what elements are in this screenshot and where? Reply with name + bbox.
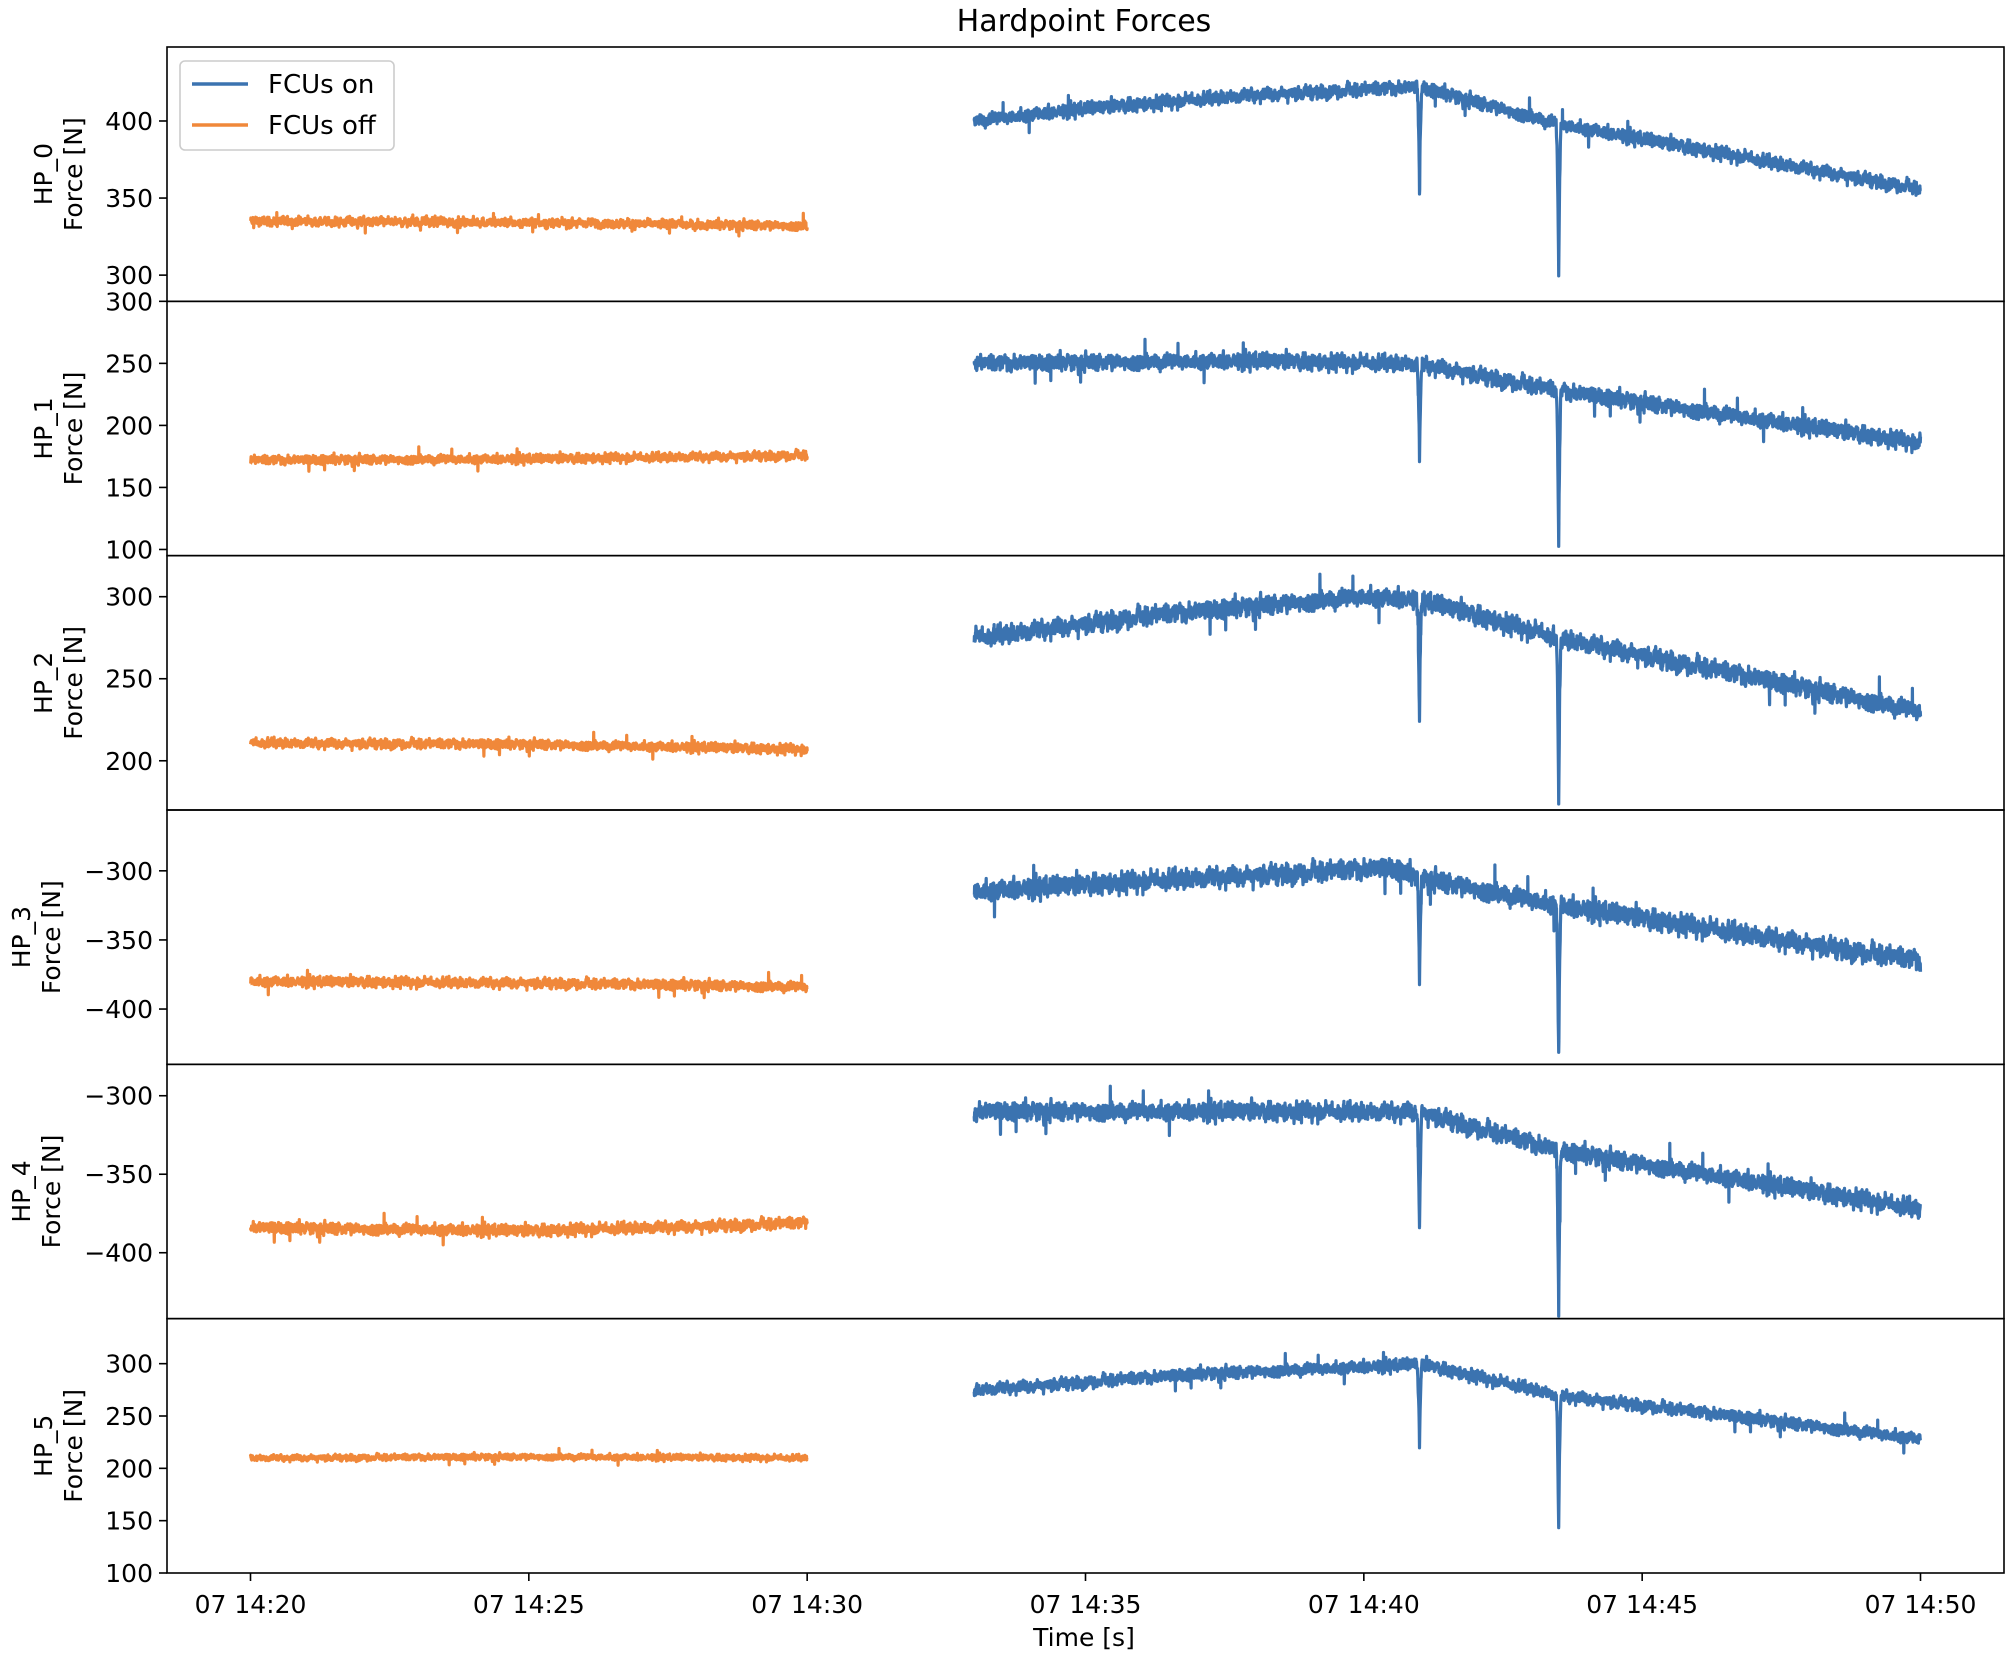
y-tick-label: −300 <box>84 857 153 886</box>
subplot-hp-1: 100 150 200 250 300 HP_1 Force [N] <box>29 287 2005 564</box>
series-line-fcus-on <box>972 1084 1922 1318</box>
series-line-fcus-on <box>972 337 1923 548</box>
series-line-fcus-off <box>249 968 809 1000</box>
y-tick-label: −400 <box>84 1239 153 1268</box>
x-tick-label: 07 14:50 <box>1865 1590 1977 1619</box>
y-tick-label: 200 <box>105 1454 153 1483</box>
plot-area <box>249 857 1923 1054</box>
series-line-fcus-on <box>972 857 1923 1054</box>
series-line-fcus-off <box>248 730 809 761</box>
legend-label: FCUs off <box>268 111 377 141</box>
chart-title: Hardpoint Forces <box>957 4 1212 39</box>
y-tick-label: −300 <box>84 1082 153 1111</box>
subplot-hp-3: −400 −350 −300 HP_3 Force [N] <box>7 809 2005 1066</box>
y-axis-label-name: HP_1 <box>29 397 58 459</box>
x-tick-label: 07 14:40 <box>1308 1590 1420 1619</box>
y-axis-label-name: HP_4 <box>7 1160 36 1222</box>
subplot-hp-0: 300 350 400 HP_0 Force [N] <box>29 46 2005 303</box>
series-line-fcus-on <box>972 1350 1922 1530</box>
y-tick-label: 150 <box>105 1507 153 1536</box>
plot-area <box>249 79 1922 278</box>
y-tick-label: −400 <box>84 995 153 1024</box>
plot-area <box>248 572 1923 806</box>
y-axis-label-name: HP_3 <box>7 906 36 968</box>
y-tick-label: 350 <box>105 184 153 213</box>
x-tick-label: 07 14:20 <box>195 1590 307 1619</box>
y-tick-label: 150 <box>105 473 153 502</box>
y-tick-label: −350 <box>84 1160 153 1189</box>
y-axis-label-unit: Force [N] <box>59 372 88 486</box>
y-tick-label: 250 <box>105 349 153 378</box>
y-tick-label: 300 <box>105 287 153 316</box>
series-line-fcus-on <box>972 79 1922 278</box>
y-tick-label: 300 <box>105 1350 153 1379</box>
series-line-fcus-off <box>248 1446 809 1467</box>
y-tick-label: 300 <box>105 583 153 612</box>
x-tick-label: 07 14:30 <box>751 1590 863 1619</box>
x-tick-label: 07 14:25 <box>473 1590 585 1619</box>
y-axis-label-unit: Force [N] <box>59 117 88 231</box>
y-tick-label: 200 <box>105 747 153 776</box>
y-axis-label-unit: Force [N] <box>37 880 66 994</box>
x-tick-label: 07 14:35 <box>1030 1590 1142 1619</box>
y-tick-label: 300 <box>105 261 153 290</box>
x-axis: 07 14:20 07 14:25 07 14:30 07 14:35 07 14:40… <box>195 1573 1977 1619</box>
y-tick-label: 400 <box>105 107 153 136</box>
series-line-fcus-off <box>249 445 809 473</box>
y-tick-label: 200 <box>105 411 153 440</box>
series-line-fcus-off <box>248 1211 809 1247</box>
subplot-hp-4: −400 −350 −300 HP_4 Force [N] <box>7 1063 2005 1320</box>
series-line-fcus-off <box>249 211 809 238</box>
y-axis-label-name: HP_2 <box>29 652 58 714</box>
subplot-hp-5: 100 150 200 250 300 HP_5 Force [N] <box>29 1317 2005 1588</box>
y-tick-label: 250 <box>105 1402 153 1431</box>
y-tick-label: 250 <box>105 665 153 694</box>
x-axis-label: Time [s] <box>1032 1623 1135 1652</box>
x-tick-label: 07 14:45 <box>1586 1590 1698 1619</box>
plot-area <box>248 1084 1922 1318</box>
series-line-fcus-on <box>972 572 1923 806</box>
y-axis-label-name: HP_5 <box>29 1415 58 1477</box>
plot-area <box>248 1350 1922 1530</box>
y-axis-label-name: HP_0 <box>29 143 58 205</box>
legend: FCUs on FCUs off <box>179 60 395 151</box>
legend-label: FCUs on <box>268 70 374 100</box>
y-axis-label-unit: Force [N] <box>59 626 88 740</box>
y-axis-label-unit: Force [N] <box>59 1389 88 1503</box>
y-tick-label: 100 <box>105 535 153 564</box>
y-axis-label-unit: Force [N] <box>37 1135 66 1249</box>
y-tick-label: −350 <box>84 926 153 955</box>
y-tick-label: 100 <box>105 1559 153 1588</box>
plot-area <box>249 337 1923 548</box>
